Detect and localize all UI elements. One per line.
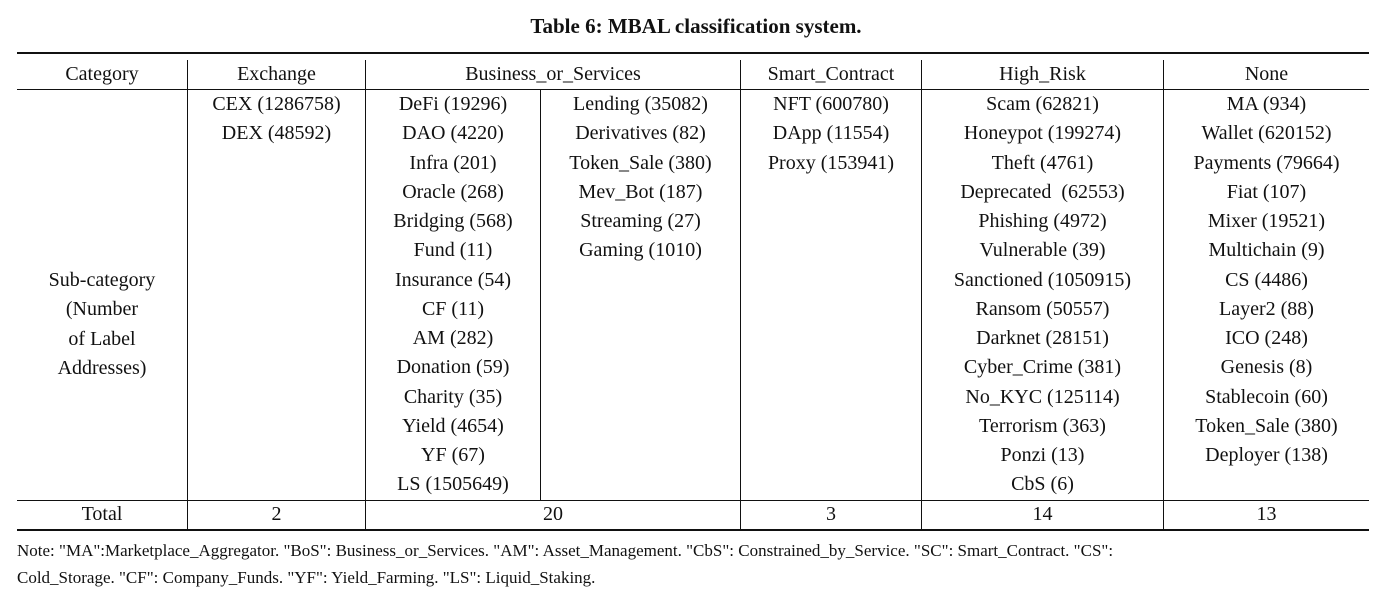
list-item: NFT (600780) — [773, 93, 889, 115]
list-item: DeFi (19296) — [398, 93, 508, 115]
list-item: Oracle (268) — [402, 180, 504, 203]
row-label-line: of Label — [68, 327, 136, 350]
list-item: Cyber_Crime (381) — [963, 356, 1122, 379]
list-item: Insurance (54) — [394, 268, 512, 291]
list-item: Multichain (9) — [1208, 239, 1325, 262]
list-item: Vulnerable (39) — [979, 239, 1106, 262]
row-label-line: Addresses) — [57, 356, 147, 379]
column-divider — [540, 89, 541, 500]
list-item: Wallet (620152) — [1201, 122, 1332, 145]
list-item: Yield (4654) — [402, 414, 504, 437]
list-item: Derivatives (82) — [575, 122, 706, 145]
bottom-rule — [17, 529, 1369, 531]
none-list: MA (934) Wallet (620152) Payments (79664) F… — [1164, 90, 1369, 470]
list-item: Streaming (27) — [580, 210, 701, 232]
note-line: Cold_Storage. "CF": Company_Funds. "YF":… — [17, 568, 596, 587]
header-category: Category — [65, 63, 139, 85]
list-item: ICO (248) — [1225, 327, 1308, 349]
note-line: Note: "MA":Marketplace_Aggregator. "BoS"… — [17, 541, 1114, 560]
list-item: Phishing (4972) — [978, 210, 1107, 232]
body-rule — [17, 500, 1369, 501]
list-item: YF (67) — [421, 444, 485, 466]
table-caption: Table 6: MBAL classification system. — [530, 14, 862, 38]
total-label: Total — [81, 503, 123, 525]
list-item: No_KYC (125114) — [965, 385, 1120, 408]
list-item: Infra (201) — [409, 151, 497, 174]
list-item: Ransom (50557) — [975, 297, 1110, 320]
list-item: CbS (6) — [1011, 473, 1074, 496]
column-divider — [1163, 60, 1164, 530]
total-none: 13 — [1256, 503, 1277, 525]
table-note: Note: "MA":Marketplace_Aggregator. "BoS"… — [17, 537, 1372, 591]
header-business: Business_or_Services — [465, 63, 641, 85]
list-item: Ponzi (13) — [1000, 444, 1085, 466]
list-item: Terrorism (363) — [979, 414, 1106, 437]
list-item: Fund (11) — [413, 239, 493, 262]
header-exchange: Exchange — [237, 63, 316, 85]
list-item: Lending (35082) — [573, 93, 708, 115]
list-item: Fiat (107) — [1226, 180, 1307, 203]
list-item: DAO (4220) — [402, 122, 504, 145]
list-item: Proxy (153941) — [767, 151, 895, 174]
row-label-subcategory: Sub-category (Number of Label Addresses) — [17, 266, 187, 383]
header-high-risk: High_Risk — [999, 63, 1086, 85]
list-item: CS (4486) — [1225, 268, 1308, 291]
list-item: Honeypot (199274) — [963, 122, 1122, 145]
high-risk-list: Scam (62821) Honeypot (199274) Theft (4761… — [922, 90, 1163, 500]
column-divider — [365, 60, 366, 530]
list-item: Genesis (8) — [1220, 356, 1313, 379]
list-item: Layer2 (88) — [1219, 297, 1314, 320]
header-rule — [17, 89, 1369, 90]
row-label-line: (Number — [65, 298, 139, 321]
column-divider — [187, 60, 188, 530]
list-item: Donation (59) — [396, 356, 510, 379]
total-exchange: 2 — [271, 503, 282, 525]
smart-contract-list: NFT (600780) DApp (11554) Proxy (153941) — [741, 90, 921, 178]
list-item: Charity (35) — [403, 385, 503, 408]
list-item: MA (934) — [1226, 93, 1307, 115]
list-item: Mev_Bot (187) — [578, 180, 703, 203]
list-item: Token_Sale (380) — [1195, 414, 1338, 437]
total-smart-contract: 3 — [826, 503, 836, 525]
list-item: DEX (48592) — [221, 122, 332, 145]
column-divider — [921, 60, 922, 530]
list-item: CF (11) — [421, 297, 485, 320]
list-item: Mixer (19521) — [1207, 210, 1326, 232]
list-item: DApp (11554) — [772, 122, 890, 145]
list-item: Scam (62821) — [986, 93, 1099, 115]
list-item: Sanctioned (1050915) — [953, 268, 1132, 291]
total-business: 20 — [543, 503, 563, 525]
header-none: None — [1244, 63, 1289, 85]
row-label-line: Sub-category — [48, 269, 156, 291]
business-list-2: Lending (35082) Derivatives (82) Token_Sal… — [541, 90, 740, 266]
column-divider — [740, 60, 741, 530]
list-item: CEX (1286758) — [212, 93, 341, 115]
business-list-1: DeFi (19296) DAO (4220) Infra (201) Oracle … — [366, 90, 540, 500]
list-item: Deprecated (62553) — [960, 180, 1125, 203]
list-item: Payments (79664) — [1193, 151, 1340, 174]
header-smart-contract: Smart_Contract — [767, 63, 895, 85]
total-high-risk: 14 — [1032, 503, 1053, 525]
list-item: Darknet (28151) — [976, 327, 1109, 349]
list-item: Theft (4761) — [991, 151, 1094, 174]
list-item: Deployer (138) — [1205, 444, 1328, 466]
list-item: Stablecoin (60) — [1205, 385, 1328, 408]
list-item: Bridging (568) — [393, 210, 513, 232]
top-rule — [17, 52, 1369, 54]
list-item: LS (1505649) — [397, 473, 509, 496]
list-item: Token_Sale (380) — [569, 151, 712, 174]
list-item: AM (282) — [412, 327, 494, 349]
exchange-list: CEX (1286758) DEX (48592) — [188, 90, 365, 149]
list-item: Gaming (1010) — [579, 239, 702, 262]
